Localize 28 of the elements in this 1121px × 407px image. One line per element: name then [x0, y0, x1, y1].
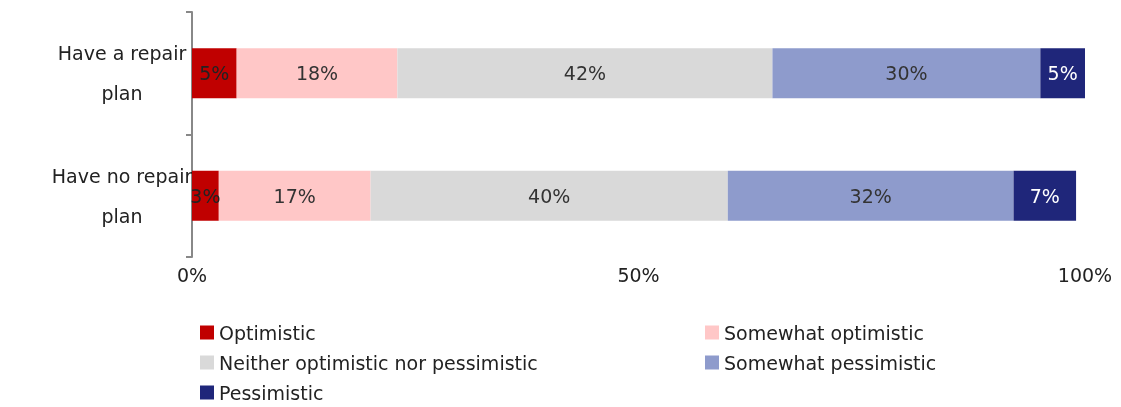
data-label: 5%: [1047, 62, 1078, 85]
bar: [218, 170, 371, 221]
legend-label: Somewhat pessimistic: [724, 351, 937, 374]
x-tick-label: 50%: [617, 263, 660, 286]
bar: [370, 170, 728, 221]
data-label: 5%: [199, 62, 230, 85]
bar: [1013, 170, 1077, 221]
legend-label: Somewhat optimistic: [724, 321, 924, 344]
bar: [397, 48, 773, 99]
x-tick-label: 100%: [1057, 263, 1113, 286]
bar: [1040, 48, 1085, 99]
data-label: 18%: [295, 62, 339, 85]
data-label: 17%: [273, 184, 316, 207]
legend-label: Pessimistic: [219, 381, 324, 404]
data-label: 32%: [849, 184, 892, 207]
bar: [772, 48, 1041, 99]
data-label: 7%: [1029, 184, 1060, 207]
legend-label: Optimistic: [219, 321, 316, 344]
y-tick-label: Have no repair plan: [51, 164, 193, 227]
data-label: 30%: [885, 62, 928, 85]
data-label: 40%: [528, 184, 571, 207]
bar: [192, 48, 237, 99]
y-tick-label: Have a repair plan: [57, 42, 187, 105]
bar: [727, 170, 1014, 221]
legend-label: Neither optimistic nor pessimistic: [219, 351, 538, 374]
x-tick-label: 0%: [176, 263, 208, 286]
data-label: 42%: [563, 62, 607, 85]
bar: [236, 48, 398, 99]
